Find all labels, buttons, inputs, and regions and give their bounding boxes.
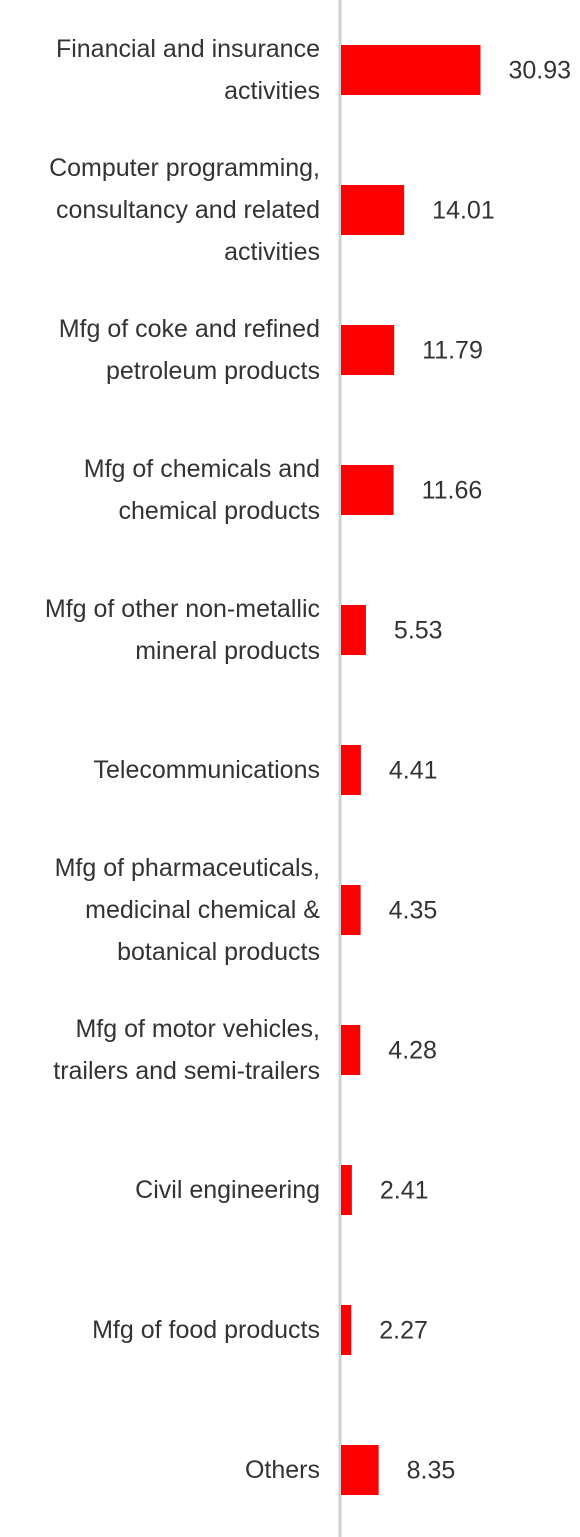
value-label: 11.79	[422, 337, 483, 365]
bar	[341, 185, 405, 235]
bar	[341, 1445, 379, 1495]
bar	[341, 325, 395, 375]
value-label: 14.01	[432, 197, 495, 225]
category-label: Computer programming, consultancy and re…	[49, 154, 320, 266]
category-label: Mfg of pharmaceuticals, medicinal chemic…	[54, 854, 320, 966]
value-label: 11.66	[422, 477, 483, 505]
category-label: Civil engineering	[135, 1176, 320, 1204]
bar	[341, 1165, 352, 1215]
value-label: 2.41	[380, 1177, 429, 1205]
category-label: Mfg of coke and refined petroleum produc…	[58, 315, 320, 385]
value-label: 30.93	[508, 57, 571, 85]
bar	[341, 605, 366, 655]
value-label: 2.27	[379, 1317, 428, 1345]
value-label: 5.53	[394, 617, 443, 645]
bar	[341, 1025, 361, 1075]
category-label: Mfg of other non-metallic mineral produc…	[44, 595, 320, 665]
value-label: 4.28	[388, 1037, 437, 1065]
category-label: Financial and insurance activities	[55, 35, 320, 105]
category-label: Mfg of food products	[92, 1316, 320, 1344]
category-label: Mfg of chemicals and chemical products	[83, 455, 320, 525]
bar	[341, 885, 361, 935]
value-label: 4.41	[389, 757, 438, 785]
bar	[341, 465, 394, 515]
bar	[341, 1305, 352, 1355]
bar	[341, 45, 481, 95]
value-label: 8.35	[407, 1457, 456, 1485]
category-label: Telecommunications	[93, 756, 321, 784]
category-label: Others	[244, 1456, 320, 1484]
bar	[341, 745, 361, 795]
value-label: 4.35	[389, 897, 438, 925]
category-label: Mfg of motor vehicles, trailers and semi…	[53, 1015, 320, 1085]
